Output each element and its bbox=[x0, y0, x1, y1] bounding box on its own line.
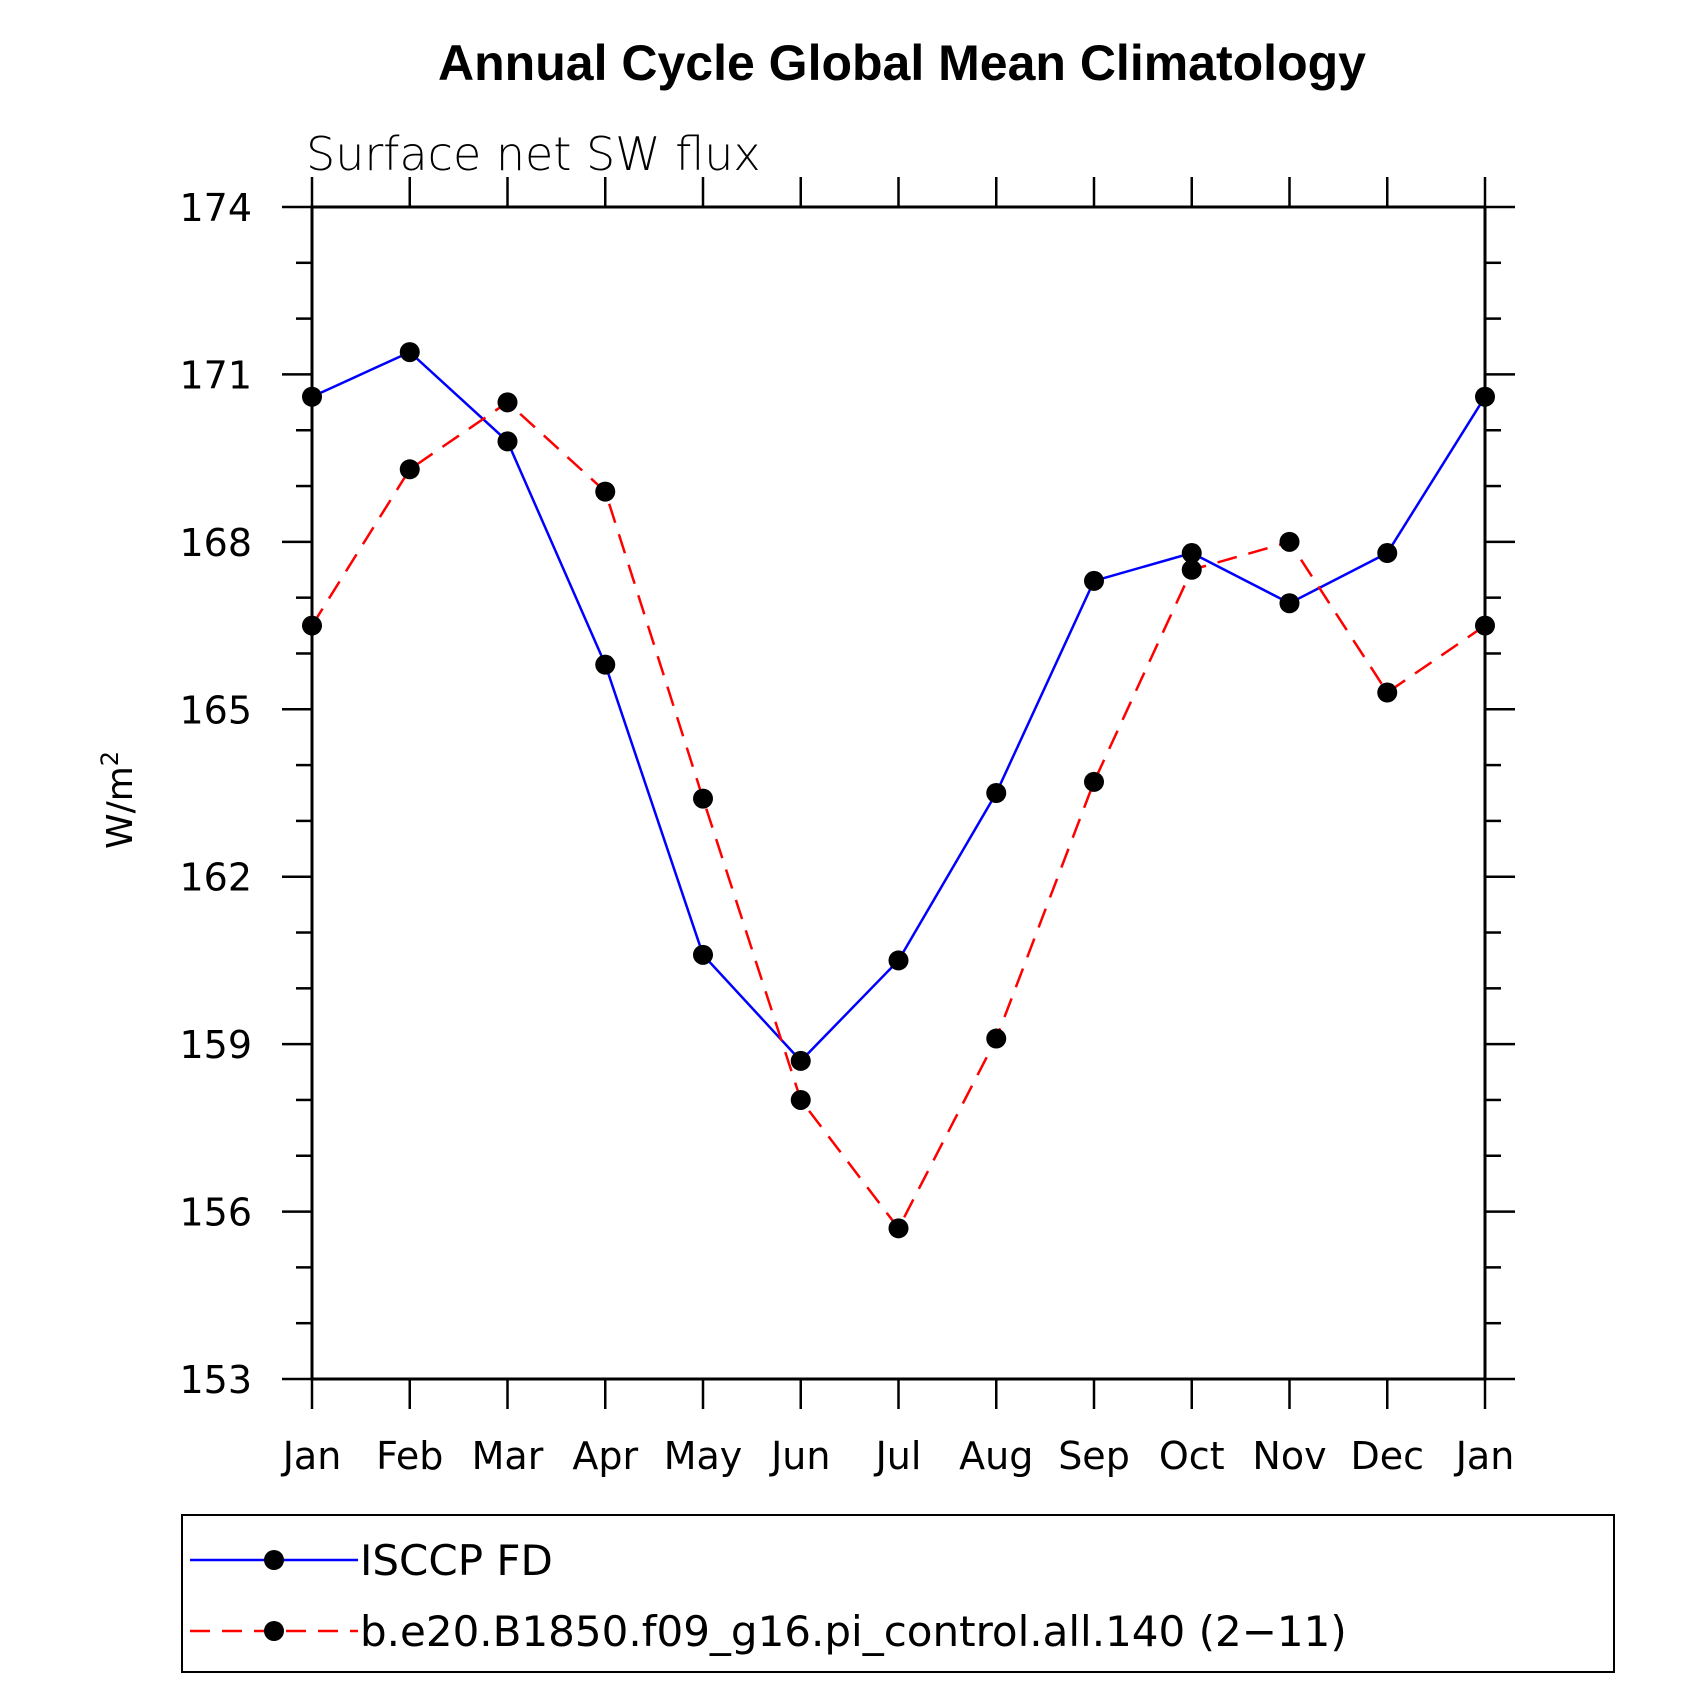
series-2-point bbox=[888, 1218, 909, 1239]
y-tick-labels: 153 156 159 162 165 168 171 174 bbox=[179, 186, 252, 1402]
x-tick-label: Apr bbox=[572, 1434, 638, 1478]
y-tick-label: 159 bbox=[179, 1023, 252, 1067]
series-2-point bbox=[1475, 615, 1495, 636]
axis-ticks bbox=[282, 177, 1515, 1409]
legend: ISCCP FD b.e20.B1850.f09_g16.pi_control.… bbox=[181, 1514, 1615, 1673]
series-1-point bbox=[1084, 570, 1104, 591]
x-tick-label: Dec bbox=[1350, 1434, 1424, 1478]
y-tick-label: 156 bbox=[179, 1191, 252, 1235]
x-tick-label: Nov bbox=[1252, 1434, 1326, 1478]
y-axis-label-superscript: 2 bbox=[96, 751, 124, 766]
x-tick-labels: Jan Feb Mar Apr May Jun Jul Aug Sep Oct Nov Dec Jan bbox=[281, 1434, 1515, 1478]
series-2-point bbox=[1377, 682, 1398, 703]
series-1-point bbox=[888, 950, 909, 971]
series-1-point bbox=[790, 1050, 811, 1071]
y-tick-label: 174 bbox=[179, 186, 252, 230]
legend-marker-series-1 bbox=[264, 1550, 284, 1570]
series-2-point bbox=[693, 788, 713, 809]
y-axis-label-text: W/m bbox=[100, 766, 141, 849]
series-1-point bbox=[302, 386, 322, 407]
chart-title: Annual Cycle Global Mean Climatology bbox=[438, 35, 1366, 91]
series-2-point bbox=[1279, 531, 1300, 552]
legend-box bbox=[181, 1514, 1615, 1673]
plot-frame bbox=[310, 205, 1487, 1381]
x-tick-label: Jan bbox=[281, 1434, 342, 1478]
series-2-point bbox=[790, 1089, 811, 1110]
y-tick-label: 165 bbox=[179, 688, 252, 732]
legend-label-series-2: b.e20.B1850.f09_g16.pi_control.all.140 (… bbox=[360, 1607, 1347, 1656]
series-layer bbox=[302, 342, 1495, 1239]
series-2-point bbox=[1181, 559, 1202, 580]
series-1-point bbox=[497, 431, 518, 452]
x-tick-label: Mar bbox=[472, 1434, 544, 1478]
series-1-point bbox=[1377, 543, 1398, 564]
legend-marker-series-2 bbox=[264, 1621, 284, 1641]
series-1-point bbox=[986, 783, 1007, 803]
y-axis-label: W/m2 bbox=[96, 751, 141, 849]
y-tick-label: 162 bbox=[179, 856, 252, 900]
series-line-2 bbox=[310, 400, 1486, 1231]
x-tick-label: Jun bbox=[769, 1434, 830, 1478]
chart-subtitle: Surface net SW flux bbox=[306, 127, 761, 181]
x-tick-label: Jul bbox=[874, 1434, 922, 1478]
y-tick-label: 153 bbox=[179, 1358, 252, 1402]
series-1-point bbox=[1181, 543, 1202, 564]
x-tick-label: Aug bbox=[959, 1434, 1033, 1478]
series-2-point bbox=[302, 615, 322, 636]
series-1-point bbox=[1475, 386, 1495, 407]
x-tick-label: Sep bbox=[1058, 1434, 1130, 1478]
y-tick-label: 171 bbox=[179, 353, 252, 397]
series-1-point bbox=[693, 944, 713, 965]
series-2-point bbox=[595, 481, 616, 502]
series-2-point bbox=[1084, 771, 1104, 792]
svg-text:W/m2: W/m2 bbox=[96, 751, 141, 849]
legend-label-series-1: ISCCP FD bbox=[360, 1536, 553, 1585]
series-2-point bbox=[399, 459, 420, 480]
y-tick-label: 168 bbox=[179, 521, 252, 565]
series-1-point bbox=[399, 342, 420, 363]
x-tick-label: Feb bbox=[376, 1434, 443, 1478]
x-tick-label: May bbox=[664, 1434, 743, 1478]
series-1-point bbox=[595, 654, 616, 675]
x-tick-label: Oct bbox=[1159, 1434, 1225, 1478]
x-tick-label: Jan bbox=[1454, 1434, 1515, 1478]
series-1-point bbox=[1279, 593, 1300, 614]
series-2-point bbox=[986, 1028, 1007, 1049]
series-2-point bbox=[497, 392, 518, 413]
